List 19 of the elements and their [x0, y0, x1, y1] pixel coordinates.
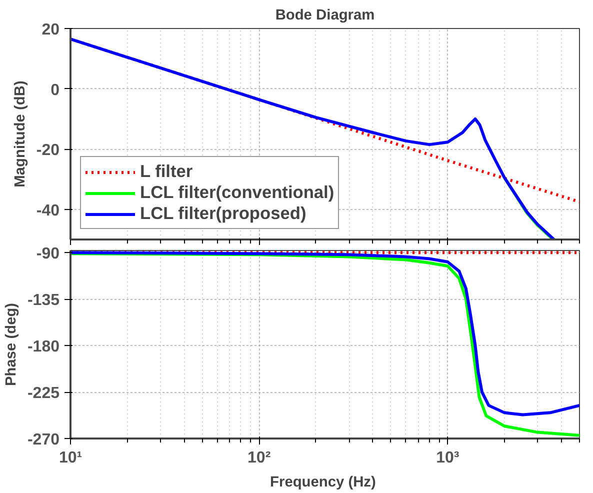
x-tick-label: 10² — [248, 450, 271, 466]
x-tick-label: 10³ — [436, 450, 460, 466]
legend-label: LCL filter(proposed) — [140, 203, 306, 224]
chart-title: Bode Diagram — [275, 8, 375, 24]
y-tick-label: -135 — [27, 292, 60, 310]
y-axis-title: Magnitude (dB) — [12, 80, 28, 188]
y-tick-label: 20 — [42, 22, 60, 38]
y-tick-label: -40 — [36, 202, 60, 220]
y-tick-label: -20 — [36, 142, 60, 160]
y-tick-label: 0 — [50, 82, 60, 99]
y-tick-label: -180 — [27, 338, 60, 356]
y-axis-title: Phase (deg) — [3, 302, 20, 386]
y-tick-label: -90 — [36, 246, 60, 263]
x-tick-label: 10¹ — [58, 450, 82, 466]
y-tick-label: -225 — [27, 385, 60, 402]
legend-label: LCL filter(conventional) — [140, 182, 334, 203]
y-tick-label: -270 — [27, 432, 60, 448]
legend-label: L filter — [140, 161, 193, 182]
x-axis-title: Frequency (Hz) — [270, 474, 376, 490]
